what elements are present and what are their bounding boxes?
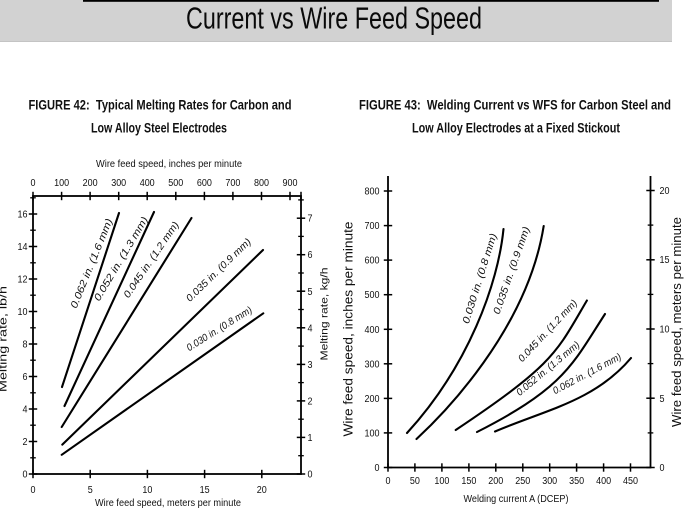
svg-text:16: 16 [18,210,28,221]
svg-text:Melting rate, kg/h: Melting rate, kg/h [319,267,331,360]
svg-text:20: 20 [660,186,670,197]
svg-text:Low Alloy Electrodes at a Fixe: Low Alloy Electrodes at a Fixed Stickout [412,120,620,136]
svg-text:800: 800 [254,178,269,189]
svg-text:350: 350 [569,476,584,487]
svg-text:Wire feed speed, inches per mi: Wire feed speed, inches per minute [96,159,242,170]
svg-text:5: 5 [88,485,93,496]
svg-text:0: 0 [660,463,665,474]
svg-text:6: 6 [308,250,313,261]
svg-text:100: 100 [434,476,449,487]
svg-text:Melting rate, lb/h: Melting rate, lb/h [0,286,10,392]
svg-text:FIGURE 43: Welding Current vs: FIGURE 43: Welding Current vs WFS for Ca… [359,97,671,113]
svg-text:Welding current A (DCEP): Welding current A (DCEP) [464,494,569,505]
svg-text:400: 400 [365,325,380,336]
svg-text:600: 600 [365,256,380,267]
svg-text:700: 700 [365,221,380,232]
svg-text:600: 600 [197,178,212,189]
svg-text:Low Alloy Steel Electrodes: Low Alloy Steel Electrodes [91,120,227,136]
svg-text:1: 1 [308,433,313,444]
svg-text:14: 14 [18,242,28,253]
svg-text:7: 7 [308,214,313,225]
svg-text:250: 250 [515,476,530,487]
svg-text:400: 400 [140,178,155,189]
svg-text:0: 0 [386,476,391,487]
svg-text:8: 8 [23,340,28,351]
svg-text:Current vs Wire Feed Speed: Current vs Wire Feed Speed [186,1,482,36]
svg-text:4: 4 [23,405,28,416]
svg-text:0: 0 [23,470,28,481]
svg-text:FIGURE 42: Typical Melting Ra: FIGURE 42: Typical Melting Rates for Car… [29,97,292,113]
svg-text:0: 0 [308,470,313,481]
svg-text:15: 15 [200,485,210,496]
svg-text:3: 3 [308,360,313,371]
svg-text:200: 200 [488,476,503,487]
svg-text:200: 200 [365,394,380,405]
svg-text:900: 900 [283,178,298,189]
svg-text:0: 0 [375,463,380,474]
svg-text:2: 2 [23,437,28,448]
svg-text:0: 0 [31,178,36,189]
svg-text:100: 100 [54,178,69,189]
svg-text:100: 100 [365,428,380,439]
svg-text:Wire feed speed, inches per mi: Wire feed speed, inches per minute [341,222,356,437]
svg-text:4: 4 [308,323,313,334]
svg-text:700: 700 [225,178,240,189]
svg-text:450: 450 [623,476,638,487]
svg-text:Wire feed speed, meters per mi: Wire feed speed, meters per minute [95,498,241,509]
svg-text:150: 150 [461,476,476,487]
svg-text:300: 300 [542,476,557,487]
svg-text:200: 200 [83,178,98,189]
svg-text:500: 500 [168,178,183,189]
svg-text:800: 800 [365,187,380,198]
svg-text:5: 5 [308,287,313,298]
svg-text:10: 10 [142,485,152,496]
svg-text:300: 300 [365,359,380,370]
svg-text:6: 6 [23,372,28,383]
svg-text:400: 400 [596,476,611,487]
svg-text:20: 20 [257,485,267,496]
svg-text:0: 0 [31,485,36,496]
svg-text:0.030 in. (0.8 mm): 0.030 in. (0.8 mm) [185,305,254,354]
svg-text:300: 300 [111,178,126,189]
svg-text:10: 10 [18,307,28,318]
svg-text:12: 12 [18,275,28,286]
svg-text:Wire feed speed, meters per mi: Wire feed speed, meters per minute [669,217,684,427]
svg-text:10: 10 [660,325,670,336]
svg-text:5: 5 [660,394,665,405]
svg-text:2: 2 [308,396,313,407]
svg-text:500: 500 [365,290,380,301]
svg-text:50: 50 [410,476,420,487]
svg-text:15: 15 [660,255,670,266]
